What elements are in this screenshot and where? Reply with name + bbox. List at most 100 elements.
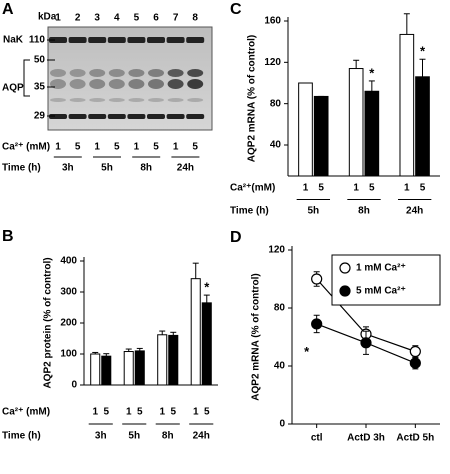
time-label: 24h	[193, 431, 210, 442]
ca-value: 1	[134, 142, 140, 153]
band-label: AQP	[2, 83, 24, 94]
bar	[201, 302, 212, 386]
ca-value: 5	[192, 142, 198, 153]
ca-value: 5	[114, 142, 120, 153]
lane-number: 4	[114, 13, 120, 24]
legend-box	[331, 254, 441, 306]
time-label: 5h	[128, 431, 140, 442]
ca-value: 1	[126, 407, 132, 418]
blot-band	[89, 79, 106, 89]
bar	[134, 350, 145, 386]
blot-band	[148, 98, 164, 102]
ca-value: 1	[55, 142, 61, 153]
blot-band	[127, 114, 146, 119]
y-tick-label: 400	[60, 256, 77, 267]
blot-band	[108, 98, 125, 102]
bar	[123, 351, 134, 386]
bar	[157, 334, 168, 386]
time-label: 24h	[177, 163, 194, 174]
y-tick-label: 120	[268, 245, 285, 256]
marker-label: 29	[34, 111, 46, 122]
y-tick-label: 300	[60, 287, 77, 298]
bar	[399, 33, 415, 177]
panel-label: B	[2, 228, 14, 245]
blot-band	[187, 69, 204, 77]
legend-marker	[339, 285, 351, 297]
blot-band	[167, 98, 184, 102]
panel-label: D	[230, 229, 242, 246]
panel-label: C	[230, 1, 242, 18]
time-label: 24h	[406, 206, 423, 217]
time-row-label: Time (h)	[2, 163, 41, 174]
ca-value: 5	[170, 407, 176, 418]
blot-band	[108, 69, 125, 77]
ca-value: 1	[353, 183, 359, 194]
blot-band	[69, 79, 86, 89]
ca-value: 1	[94, 142, 100, 153]
bar	[90, 353, 101, 386]
y-tick-label: 40	[270, 140, 282, 151]
ca-value: 5	[204, 407, 210, 418]
blot-band	[68, 37, 87, 43]
marker-label: 50	[34, 55, 46, 66]
blot-band	[148, 69, 164, 77]
bar	[364, 90, 380, 177]
blot-band	[69, 69, 86, 77]
blot-band	[187, 79, 204, 89]
bar	[190, 278, 201, 386]
significance-mark: *	[204, 280, 210, 295]
bar	[298, 82, 313, 177]
significance-mark: *	[304, 344, 310, 359]
blot-band	[147, 37, 165, 43]
blot-band	[167, 79, 184, 89]
bar	[101, 355, 112, 386]
y-tick-label: 80	[270, 98, 282, 109]
ca-value: 1	[92, 407, 98, 418]
ca-value: 1	[303, 183, 309, 194]
y-tick-label: 200	[60, 318, 77, 329]
ca-value: 1	[193, 407, 199, 418]
lane-number: 1	[55, 13, 61, 24]
bar	[168, 334, 179, 386]
time-label: 8h	[358, 206, 370, 217]
y-tick-label: 40	[274, 361, 286, 372]
lane-number: 6	[153, 13, 159, 24]
blot-band	[186, 114, 205, 119]
ca-value: 5	[153, 142, 159, 153]
blot-band	[107, 37, 126, 43]
blot-band	[128, 98, 145, 102]
time-label: 5h	[101, 163, 113, 174]
lane-number: 3	[94, 13, 100, 24]
panel-label: A	[2, 1, 14, 18]
bar	[348, 68, 364, 177]
ca-row-label: Ca²⁺ (mM)	[2, 142, 50, 153]
ca-value: 1	[404, 183, 410, 194]
blot-band	[147, 114, 165, 119]
x-tick-label: ActD 5h	[396, 433, 434, 444]
blot-band	[49, 114, 67, 119]
lane-number: 8	[192, 13, 198, 24]
time-row-label: Time (h)	[230, 206, 269, 217]
time-label: 3h	[62, 163, 74, 174]
ca-row-label: Ca²⁺ (mM)	[2, 407, 50, 418]
blot-band	[128, 69, 145, 77]
y-tick-label: 0	[71, 380, 77, 391]
ca-row-label: Ca²⁺(mM)	[230, 183, 275, 194]
lane-number: 2	[75, 13, 81, 24]
legend-marker	[339, 262, 351, 274]
blot-band	[166, 114, 185, 119]
bracket	[23, 59, 30, 97]
time-label: 8h	[162, 431, 174, 442]
legend-label: 5 mM Ca²⁺	[356, 286, 406, 297]
blot-band	[127, 37, 146, 43]
unit-label: kDa	[38, 12, 57, 23]
y-tick-label: 80	[274, 303, 286, 314]
blot-band	[108, 79, 125, 89]
blot-band	[49, 37, 67, 43]
y-axis-title: AQP2 protein (% of control)	[43, 257, 54, 388]
time-row-label: Time (h)	[2, 431, 41, 442]
ca-value: 5	[318, 183, 324, 194]
lane-number: 7	[173, 13, 179, 24]
y-tick-label: 0	[279, 419, 285, 430]
blot-band	[167, 69, 184, 77]
